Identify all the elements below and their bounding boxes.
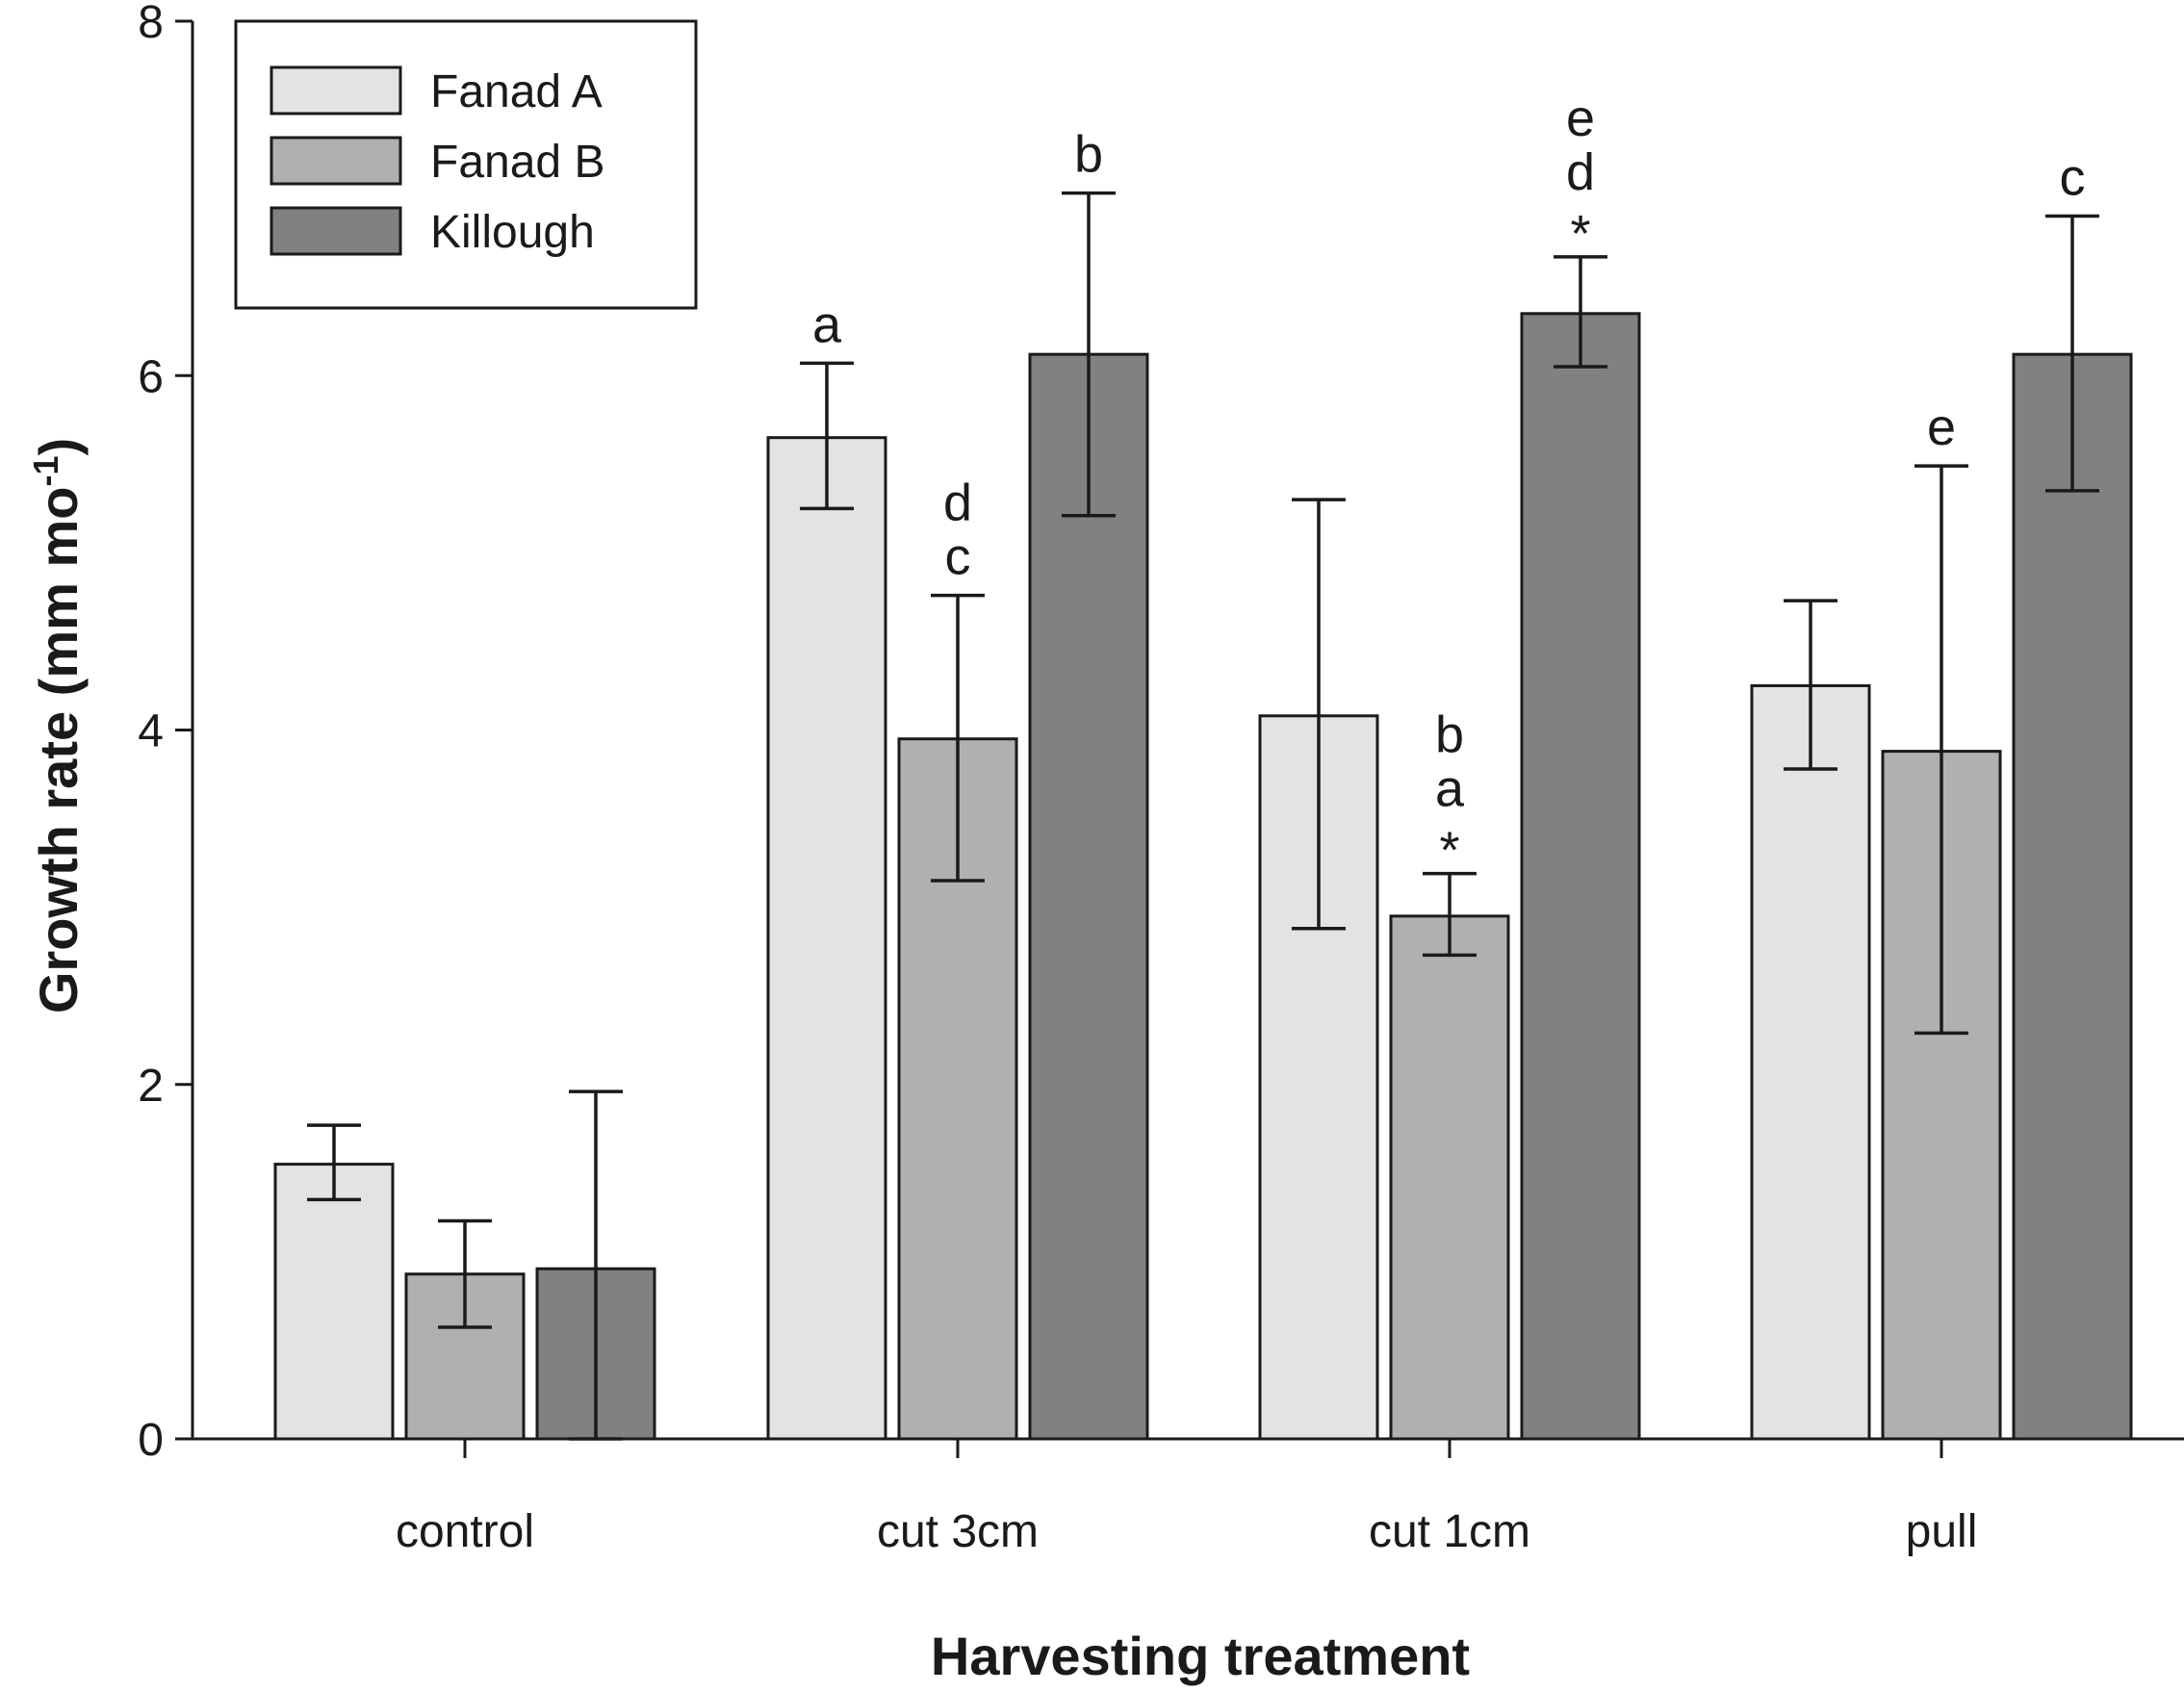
- bar-fanad-a-pull: [1750, 683, 1871, 1441]
- error-bar: [1554, 255, 1607, 369]
- y-axis-title-close: ): [28, 438, 89, 456]
- error-bar: [1062, 191, 1116, 518]
- error-bar: [1423, 871, 1477, 958]
- x-tick-label: control: [396, 1506, 534, 1557]
- error-bar: [2045, 214, 2099, 493]
- legend-label: Killough: [430, 207, 595, 258]
- error-bars: [307, 191, 2099, 1441]
- significance-asterisk: *: [1570, 205, 1590, 263]
- significance-letter: d: [1566, 143, 1595, 201]
- legend-label: Fanad B: [430, 137, 604, 188]
- y-tick-label: 4: [138, 706, 164, 757]
- error-bar: [1292, 498, 1346, 931]
- x-axis: control cut 3cm cut 1cm pull: [193, 1437, 2184, 1557]
- x-ticks: control cut 3cm cut 1cm pull: [396, 1439, 1977, 1557]
- y-ticks: 0 2 4 6 8: [138, 0, 193, 1466]
- y-tick-label: 6: [138, 351, 164, 402]
- bar-fanad-b-cut-1cm: [1389, 914, 1510, 1441]
- significance-letter: c: [945, 528, 971, 586]
- significance-letter: a: [1435, 760, 1465, 818]
- error-bar: [1914, 464, 1968, 1036]
- legend-swatch-fanad-b: [270, 136, 402, 186]
- y-axis-title-main: Growth rate (mm mo: [28, 487, 89, 1014]
- significance-letter: c: [2060, 149, 2086, 207]
- x-tick-label: cut 1cm: [1369, 1506, 1530, 1557]
- legend-items: Fanad A Fanad B Killough: [270, 65, 604, 258]
- legend-swatch-killough: [270, 206, 402, 256]
- error-bar: [1784, 599, 1837, 771]
- legend-swatch-fanad-a: [270, 65, 402, 115]
- bar-killough-pull: [2012, 352, 2133, 1441]
- bar-killough-cut-1cm: [1520, 312, 1641, 1441]
- y-axis-title-superscript: -1: [26, 456, 65, 487]
- x-tick-label: cut 3cm: [877, 1506, 1039, 1557]
- error-bar: [307, 1123, 361, 1202]
- significance-asterisk: *: [1439, 822, 1459, 880]
- significance-letter: a: [812, 295, 842, 353]
- x-tick-label: pull: [1906, 1506, 1978, 1557]
- significance-letter: b: [1435, 706, 1464, 764]
- error-bar: [438, 1218, 492, 1329]
- error-bar: [569, 1090, 623, 1441]
- legend-label: Fanad A: [430, 66, 603, 117]
- y-axis: 0 2 4 6 8: [138, 0, 194, 1466]
- bar-fanad-a-cut-3cm: [766, 436, 887, 1441]
- legend: Fanad A Fanad B Killough: [234, 19, 698, 310]
- y-tick-label: 8: [138, 0, 164, 48]
- y-tick-label: 0: [138, 1415, 164, 1466]
- significance-letter: e: [1927, 398, 1956, 456]
- y-tick-label: 2: [138, 1061, 164, 1112]
- x-axis-title: Harvesting treatment: [931, 1626, 1470, 1686]
- significance-letter: e: [1566, 90, 1595, 147]
- bar-fanad-a-control: [273, 1163, 395, 1441]
- significance-letter: d: [943, 474, 972, 532]
- error-bar: [931, 593, 985, 883]
- error-bar: [800, 361, 854, 511]
- bars: [273, 312, 2133, 1441]
- bar-killough-cut-3cm: [1028, 352, 1149, 1441]
- significance-letter: b: [1074, 126, 1103, 184]
- y-axis-title: Growth rate (mm mo-1): [26, 438, 89, 1013]
